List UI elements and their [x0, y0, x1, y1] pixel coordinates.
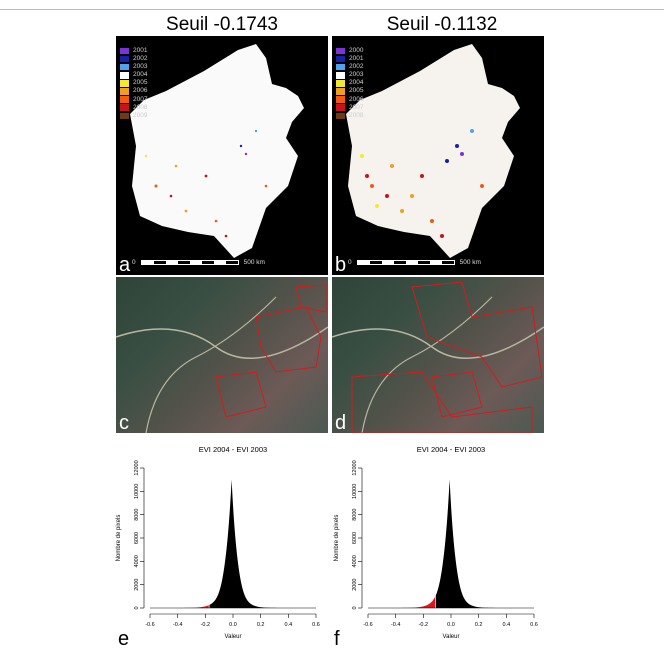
scale-unit: km [472, 258, 481, 266]
panel-letter-b: b [335, 254, 347, 275]
map-panel-b: 2000 2001 2002 2003 2004 2005 2006 2007 … [332, 36, 544, 275]
y-tick-label: 8000 [134, 509, 140, 521]
x-tick-label: 0.0 [447, 622, 455, 628]
y-tick-label: 12000 [134, 460, 140, 475]
main-area [435, 479, 534, 608]
x-tick-label: -0.4 [173, 622, 182, 628]
x-tick-label: -0.6 [363, 622, 372, 628]
panel-letter-e: e [118, 628, 130, 650]
tail-area [368, 596, 436, 608]
y-axis-label: Nombre de pixels [116, 515, 122, 562]
y-tick-label: 10000 [352, 484, 358, 499]
panel-letter-f: f [334, 628, 340, 650]
y-tick-label: 0 [134, 606, 140, 609]
scale-bar-graphic [140, 259, 239, 265]
top-rule [0, 9, 664, 10]
panel-letter-c: c [119, 412, 129, 433]
panel-letter-a: a [119, 254, 131, 275]
scale-bar-b: 0 500 km [348, 257, 481, 267]
legend-label: 2003 [133, 63, 148, 71]
x-axis-label: Valeur [443, 634, 460, 640]
x-tick-label: -0.6 [145, 622, 154, 628]
map-panel-a: 2001 2002 2003 2004 2005 2006 2007 2008 … [116, 36, 328, 275]
legend-label: 2005 [133, 79, 148, 87]
satellite-panel-d: d [332, 277, 544, 433]
legend-a: 2001 2002 2003 2004 2005 2006 2007 2008 … [120, 47, 147, 120]
main-area [209, 479, 316, 608]
legend-label: 2007 [133, 95, 148, 103]
scale-bar-graphic [356, 259, 455, 265]
legend-label: 2008 [349, 111, 364, 119]
title-left: Seuil -0.1743 [166, 14, 278, 35]
scale-zero: 0 [348, 258, 352, 266]
y-tick-label: 4000 [352, 555, 358, 567]
satellite-overlay [332, 281, 544, 433]
x-tick-label: -0.4 [391, 622, 400, 628]
x-tick-label: 0.6 [530, 622, 538, 628]
borneo-map [346, 44, 520, 258]
y-tick-label: 0 [352, 606, 358, 609]
chart-title: EVI 2004 - EVI 2003 [199, 445, 267, 454]
x-axis-label: Valeur [225, 634, 242, 640]
legend-label: 2002 [133, 55, 148, 63]
y-tick-label: 2000 [352, 579, 358, 591]
x-tick-label: 0.4 [285, 622, 293, 628]
legend-label: 2004 [349, 79, 364, 87]
x-tick-label: 0.6 [312, 622, 320, 628]
scale-unit: km [256, 258, 265, 266]
legend-b: 2000 2001 2002 2003 2004 2005 2006 2007 … [336, 47, 363, 120]
y-tick-label: 10000 [134, 484, 140, 499]
legend-label: 2006 [349, 95, 364, 103]
y-axis-label: Nombre de pixels [334, 515, 340, 562]
x-tick-label: -0.2 [201, 622, 210, 628]
legend-label: 2001 [133, 47, 148, 54]
y-tick-label: 12000 [352, 460, 358, 475]
histogram-e: EVI 2004 - EVI 2003 0 2000 4000 6000 8000 1000… [116, 445, 320, 640]
satellite-overlay [116, 284, 328, 433]
y-tick-label: 4000 [134, 555, 140, 567]
borneo-map [130, 44, 304, 258]
legend-label: 2001 [349, 55, 364, 63]
y-tick-label: 6000 [352, 532, 358, 544]
legend-label: 2008 [133, 103, 148, 111]
legend-label: 2004 [133, 71, 148, 79]
scale-zero: 0 [132, 258, 136, 266]
legend-label: 2005 [349, 87, 364, 95]
scale-value: 500 [243, 258, 255, 266]
x-tick-label: 0.0 [229, 622, 237, 628]
x-tick-label: 0.2 [475, 622, 483, 628]
scale-bar-a: 0 500 km [132, 257, 265, 267]
legend-label: 2000 [349, 47, 364, 54]
chart-title: EVI 2004 - EVI 2003 [417, 445, 485, 454]
panel-letter-d: d [335, 412, 347, 433]
change-dots [144, 129, 268, 238]
x-tick-label: -0.2 [419, 622, 428, 628]
y-tick-label: 2000 [134, 579, 140, 591]
title-right: Seuil -0.1132 [386, 14, 498, 35]
x-tick-label: 0.2 [257, 622, 265, 628]
change-dots [360, 129, 484, 238]
scale-value: 500 [459, 258, 471, 266]
legend-label: 2003 [349, 71, 364, 79]
satellite-panel-c: c [116, 277, 328, 433]
legend-label: 2009 [133, 111, 148, 119]
legend-label: 2002 [349, 63, 364, 71]
y-tick-label: 6000 [134, 532, 140, 544]
histogram-f: EVI 2004 - EVI 2003 0 2000 4000 6000 8000 1000… [334, 445, 538, 640]
y-tick-label: 8000 [352, 509, 358, 521]
legend-label: 2007 [349, 103, 364, 111]
x-tick-label: 0.4 [503, 622, 511, 628]
legend-label: 2006 [133, 87, 148, 95]
tail-area [150, 605, 209, 608]
